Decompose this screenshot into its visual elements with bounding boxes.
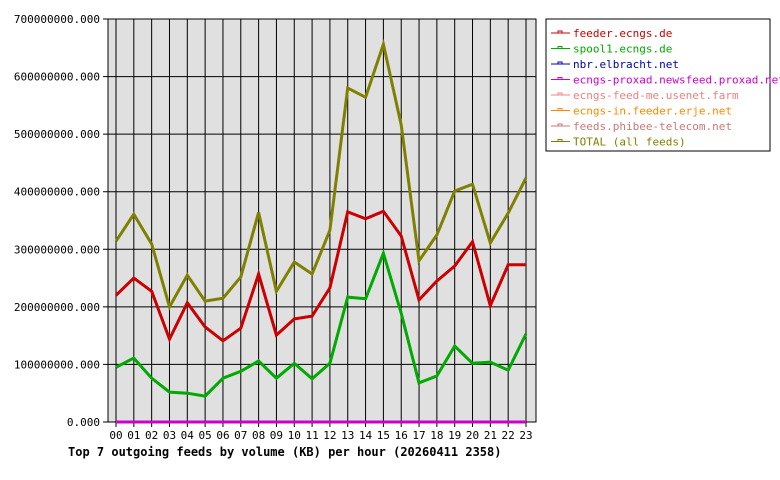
series-line — [115, 248, 528, 398]
legend-marker-icon — [557, 139, 563, 142]
chart-title: Top 7 outgoing feeds by volume (KB) per … — [68, 445, 501, 459]
legend-marker-icon — [557, 108, 563, 111]
x-tick-label: 10 — [288, 429, 301, 442]
x-tick-label: 20 — [466, 429, 479, 442]
x-tick-label: 05 — [199, 429, 212, 442]
x-tick-label: 16 — [395, 429, 408, 442]
legend-item-label: feeds.phibee-telecom.net — [573, 120, 732, 133]
data-series — [114, 38, 528, 424]
y-tick-label: 0.000 — [67, 416, 100, 429]
x-tick-label: 13 — [341, 429, 354, 442]
y-axis: 0.000 100000000.000 200000000.000 300000000… — [14, 13, 100, 429]
x-tick-label: 08 — [252, 429, 265, 442]
x-tick-label: 03 — [163, 429, 176, 442]
legend-marker-icon — [557, 123, 563, 127]
x-tick-label: 04 — [181, 429, 195, 442]
legend-marker-icon — [557, 61, 563, 65]
x-tick-label: 02 — [145, 429, 158, 442]
x-axis: 00 01 02 03 04 05 06 07 08 09 10 11 12 13 14 15 16 17 18 19… — [109, 429, 532, 442]
x-tick-label: 07 — [234, 429, 247, 442]
legend-item-label: TOTAL (all feeds) — [573, 136, 686, 149]
x-tick-label: 00 — [109, 429, 122, 442]
y-tick-label: 500000000.000 — [14, 128, 100, 141]
x-tick-label: 18 — [430, 429, 443, 442]
series-line — [114, 38, 528, 311]
legend-item-label: spool1.ecngs.de — [573, 43, 672, 56]
x-tick-label: 23 — [519, 429, 532, 442]
legend-item-label: nbr.elbracht.net — [573, 58, 679, 71]
x-tick-label: 12 — [323, 429, 336, 442]
legend: feeder.ecngs.de spool1.ecngs.de nbr.elbrac… — [545, 18, 780, 152]
legend-box — [545, 18, 771, 152]
legend-item-label: ecngs-proxad.newsfeed.proxad.net — [573, 74, 780, 87]
x-tick-label: 09 — [270, 429, 283, 442]
x-tick-label: 06 — [216, 429, 229, 442]
x-tick-label: 15 — [377, 429, 390, 442]
legend-item-label: feeder.ecngs.de — [573, 27, 672, 40]
legend-item-label: ecngs-in.feeder.erje.net — [573, 105, 732, 118]
legend-marker-icon — [557, 46, 563, 49]
x-tick-label: 19 — [448, 429, 461, 442]
legend-marker-icon — [557, 30, 563, 34]
series-line — [114, 209, 526, 343]
legend-marker-icon — [557, 77, 563, 80]
legend-marker-icon — [557, 92, 563, 96]
y-tick-label: 300000000.000 — [14, 243, 100, 256]
y-tick-label: 400000000.000 — [14, 186, 100, 199]
x-tick-label: 22 — [502, 429, 515, 442]
y-tick-label: 700000000.000 — [14, 13, 100, 26]
y-tick-label: 600000000.000 — [14, 71, 100, 84]
x-tick-label: 21 — [484, 429, 497, 442]
x-tick-label: 17 — [412, 429, 425, 442]
y-tick-label: 200000000.000 — [14, 301, 100, 314]
x-tick-label: 01 — [127, 429, 140, 442]
x-tick-label: 14 — [359, 429, 373, 442]
x-tick-label: 11 — [305, 429, 318, 442]
y-tick-label: 100000000.000 — [14, 358, 100, 371]
legend-item-label: ecngs-feed-me.usenet.farm — [573, 89, 739, 102]
